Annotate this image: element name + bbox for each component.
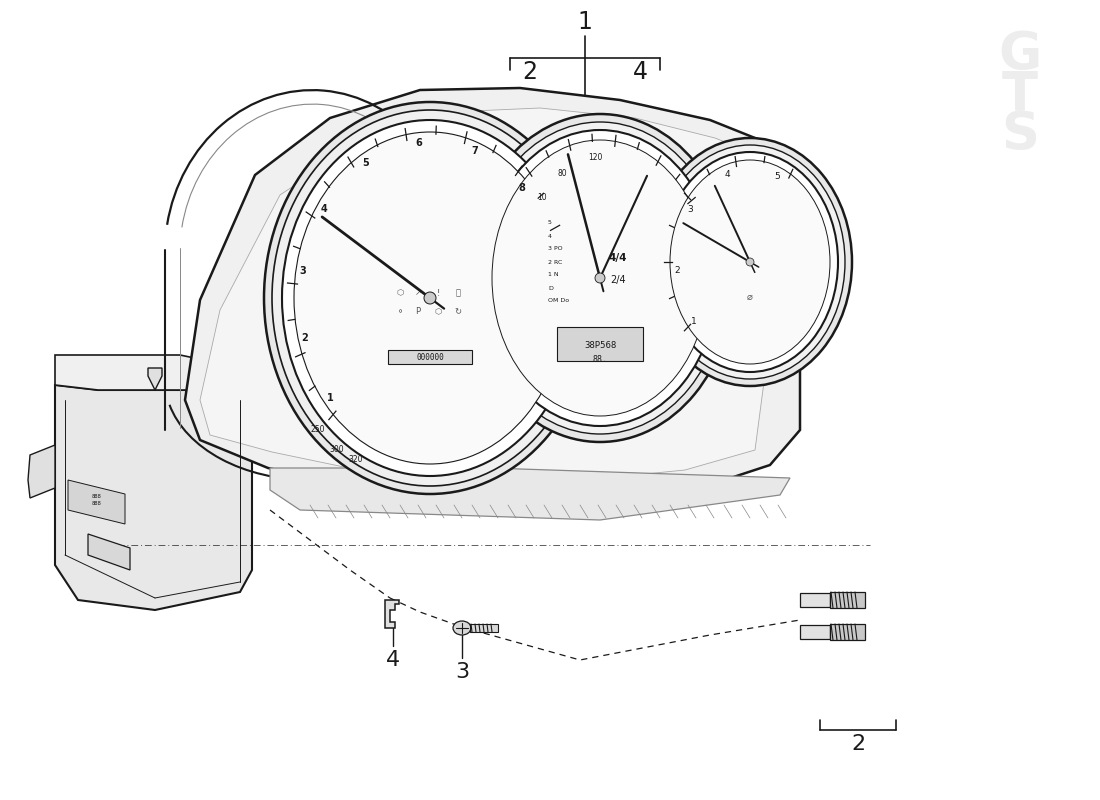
Bar: [800, 625, 830, 639]
Polygon shape: [28, 445, 55, 498]
Ellipse shape: [474, 122, 726, 434]
Text: 2: 2: [674, 266, 680, 274]
Text: 4/4: 4/4: [608, 253, 627, 263]
Text: T: T: [1002, 69, 1038, 121]
Text: 888
888: 888 888: [91, 494, 101, 506]
Circle shape: [424, 292, 436, 304]
Text: 4: 4: [320, 203, 327, 214]
Text: 2: 2: [851, 734, 865, 754]
Text: 5: 5: [774, 172, 780, 181]
Text: ↻: ↻: [454, 307, 462, 317]
Bar: [830, 624, 865, 640]
Polygon shape: [388, 350, 472, 364]
Text: ⬡: ⬡: [396, 289, 404, 298]
Text: ↗: ↗: [415, 289, 421, 298]
Ellipse shape: [294, 132, 566, 464]
Text: 38P568: 38P568: [584, 341, 616, 350]
Text: 300: 300: [330, 446, 344, 454]
Text: 8: 8: [518, 182, 525, 193]
Bar: [830, 592, 865, 608]
Ellipse shape: [453, 621, 471, 635]
Text: ⬡: ⬡: [434, 307, 442, 317]
Text: !: !: [437, 289, 440, 298]
Ellipse shape: [466, 114, 734, 442]
Bar: [470, 624, 498, 632]
Text: 4: 4: [632, 60, 648, 84]
Text: G: G: [999, 29, 1042, 81]
Circle shape: [746, 258, 754, 266]
Ellipse shape: [264, 102, 596, 494]
Text: 000000: 000000: [416, 353, 444, 362]
Text: 120: 120: [587, 154, 602, 162]
Polygon shape: [185, 88, 800, 498]
Text: 2: 2: [522, 60, 538, 84]
Text: 5: 5: [548, 221, 552, 226]
Ellipse shape: [492, 140, 708, 416]
Text: P: P: [416, 307, 420, 317]
Text: 1: 1: [328, 394, 334, 403]
Text: 2: 2: [301, 334, 308, 343]
Text: 🔑: 🔑: [455, 289, 461, 298]
Circle shape: [595, 273, 605, 283]
Bar: [800, 593, 830, 607]
Text: ⌀: ⌀: [747, 292, 752, 302]
Ellipse shape: [282, 120, 578, 476]
Text: 4: 4: [386, 650, 400, 670]
Text: 10: 10: [537, 194, 547, 202]
Text: OM Do: OM Do: [548, 298, 569, 303]
Polygon shape: [200, 108, 790, 480]
Text: D: D: [548, 286, 553, 290]
Polygon shape: [385, 600, 399, 628]
Ellipse shape: [272, 110, 588, 486]
Text: ⚬: ⚬: [396, 307, 404, 317]
Polygon shape: [55, 385, 252, 610]
Text: 2 RC: 2 RC: [548, 259, 562, 265]
Ellipse shape: [482, 130, 718, 426]
Ellipse shape: [662, 152, 838, 372]
Text: 320: 320: [349, 455, 363, 465]
Polygon shape: [148, 368, 162, 390]
Text: 1: 1: [691, 317, 696, 326]
Polygon shape: [68, 480, 125, 524]
Text: 1 N: 1 N: [548, 273, 559, 278]
FancyBboxPatch shape: [557, 327, 644, 361]
Text: 4: 4: [548, 234, 552, 238]
Text: a passion for parts: a passion for parts: [475, 326, 705, 464]
Text: 80: 80: [558, 169, 566, 178]
Polygon shape: [88, 534, 130, 570]
Text: 3: 3: [299, 266, 306, 276]
Ellipse shape: [670, 160, 830, 364]
Text: 5: 5: [362, 158, 369, 168]
Text: 6: 6: [416, 138, 422, 147]
Text: 3: 3: [455, 662, 469, 682]
Text: 1: 1: [578, 10, 593, 34]
Text: 250: 250: [310, 426, 326, 434]
Text: 88.: 88.: [593, 355, 607, 365]
Text: 3: 3: [686, 205, 693, 214]
Text: 3 PO: 3 PO: [548, 246, 562, 251]
Ellipse shape: [648, 138, 852, 386]
Polygon shape: [55, 355, 252, 400]
Text: 2/4: 2/4: [610, 275, 626, 285]
Text: S: S: [1001, 109, 1040, 161]
Text: 7: 7: [471, 146, 477, 157]
Text: 4: 4: [725, 170, 730, 179]
Ellipse shape: [654, 145, 845, 379]
Polygon shape: [270, 468, 790, 520]
